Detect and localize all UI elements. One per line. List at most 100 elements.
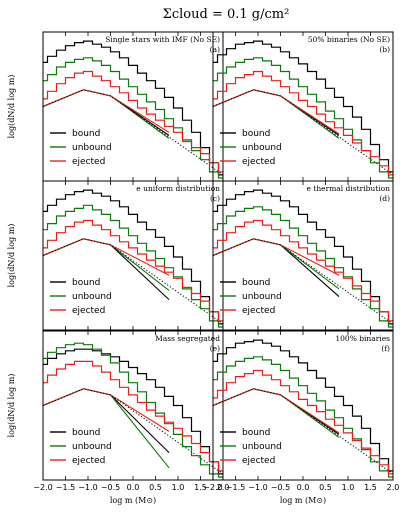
legend-label-bound: bound [72,129,100,139]
fit-line-unbound [43,238,170,291]
series-unbound [43,57,223,179]
series-bound [213,189,393,325]
legend-label-bound: bound [242,278,270,288]
series-bound [43,189,223,325]
series-ejected [213,219,393,322]
panel-b: 50% binaries (No SE)(b) bound unbound eject… [212,31,394,182]
x-tick-label: 1.5 [194,483,207,492]
series-ejected [213,369,393,475]
series-bound [213,40,393,173]
legend-label-bound: bound [242,428,270,438]
plot-frame [212,330,394,481]
x-tick-label: −1.0 [248,483,267,492]
panel-title: Mass segregated [155,334,220,343]
panel-e: −2.0 −1.5 −1.0 −0.5 0.0 0.5 1.0 1.5 2.0 Mass segr… [7,330,230,505]
x-tick-label: −0.5 [101,483,120,492]
panel-title: Single stars with IMF (No SE) [105,35,220,44]
x-tick-label: 0.0 [297,483,310,492]
x-tick-label: 0.5 [319,483,332,492]
imf-dotted-line [43,238,223,325]
fit-line-unbound [213,388,340,438]
legend-label-ejected: ejected [72,157,105,167]
panel-label: (b) [379,45,390,54]
x-tick-label: −1.0 [78,483,97,492]
x-tick-label: 0.0 [127,483,140,492]
series-unbound [213,356,393,478]
legend-label-ejected: ejected [242,306,275,316]
x-tick-label: 1.5 [364,483,377,492]
series-ejected [213,70,393,176]
plot-frame [212,180,394,331]
panel-label: (c) [210,194,220,203]
figure-title: Σcloud = 0.1 g/cm² [163,7,290,22]
fit-line-ejected [213,238,340,276]
legend-label-ejected: ejected [242,157,275,167]
legend-label-bound: bound [242,129,270,139]
x-tick-label: 2.0 [387,483,400,492]
series-unbound [213,206,393,328]
panel-f: −2.0 −1.5 −1.0 −0.5 0.0 0.5 1.0 1.5 2.0 100% bina… [203,330,400,505]
plot-frame [42,31,224,182]
imf-dotted-line [43,388,223,475]
plot-frame [42,180,224,331]
y-axis-label: log(dN/d log m) [7,75,16,139]
fit-line-ejected [43,89,170,133]
plot-frame [42,330,224,481]
series-unbound [43,342,223,478]
series-bound [213,339,393,472]
imf-dotted-line [43,89,223,176]
x-tick-label: −2.0 [203,483,222,492]
panel-label: (e) [210,344,220,353]
legend-label-unbound: unbound [72,292,112,302]
panel-label: (f) [381,344,390,353]
legend-label-unbound: unbound [72,442,112,452]
x-tick-label: −1.5 [226,483,245,492]
x-axis-label: log m (M⊙) [110,496,156,505]
x-tick-label: −2.0 [33,483,52,492]
panel-title: 50% binaries (No SE) [308,35,390,44]
legend-label-unbound: unbound [242,143,282,153]
imf-dotted-line [213,238,393,325]
y-axis-label: log(dN/d log m) [7,224,16,288]
x-tick-label: 1.0 [172,483,185,492]
legend-label-unbound: unbound [72,143,112,153]
x-tick-label: 1.0 [342,483,355,492]
x-tick-label: 0.5 [149,483,162,492]
y-axis-label: log(dN/d log m) [7,374,16,438]
fit-line-ejected [213,388,340,434]
panel-c: e uniform distribution(c) bound unbound eje… [7,180,224,331]
fit-line-bound [213,89,340,136]
fit-line-ejected [43,238,170,276]
x-tick-label: −0.5 [271,483,290,492]
x-tick-label: 2.0 [217,483,230,492]
legend-label-bound: bound [72,278,100,288]
legend-label-ejected: ejected [72,306,105,316]
legend-label-bound: bound [72,428,100,438]
fit-line-ejected [213,89,340,135]
x-tick-label: −1.5 [56,483,75,492]
imf-dotted-line [213,388,393,475]
panel-d: e thermal distribution(d) bound unbound eje… [212,180,394,331]
panel-label: (d) [379,194,390,203]
plot-frame [212,31,394,182]
fit-line-bound [43,89,170,136]
series-bound [43,348,223,475]
legend-label-ejected: ejected [72,456,105,466]
panel-title: e thermal distribution [307,184,391,193]
panel-a: Single stars with IMF (No SE)(a) bound unb… [7,31,224,182]
legend-label-unbound: unbound [242,442,282,452]
legend-label-unbound: unbound [242,292,282,302]
panel-title: 100% binaries [335,334,390,343]
imf-dotted-line [213,89,393,176]
fit-line-unbound [43,388,170,469]
legend-label-ejected: ejected [242,456,275,466]
series-ejected [43,70,223,173]
series-bound [43,40,223,176]
x-axis-label: log m (M⊙) [280,496,326,505]
series-ejected [43,219,223,322]
series-ejected [43,360,223,472]
panel-title: e uniform distribution [136,184,220,193]
panel-label: (a) [210,45,220,54]
series-unbound [43,204,223,328]
